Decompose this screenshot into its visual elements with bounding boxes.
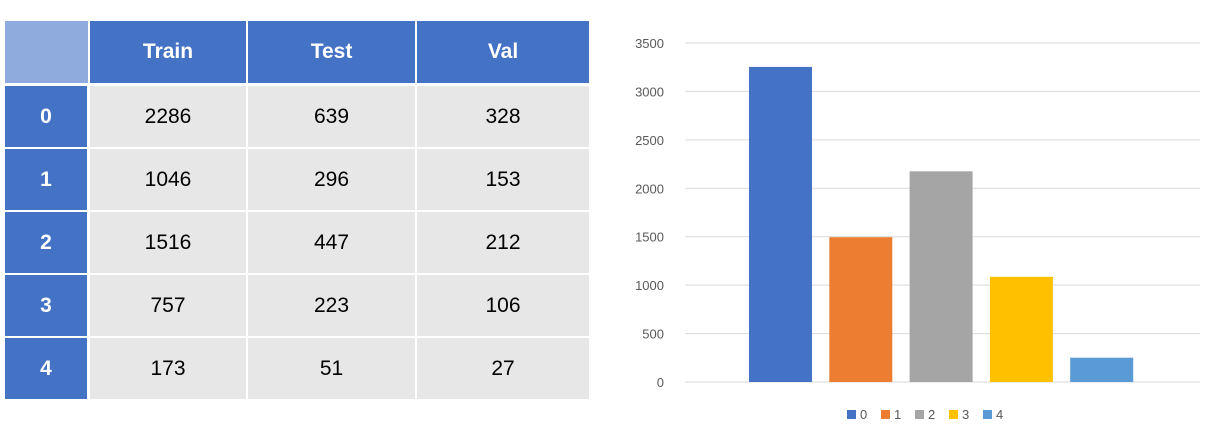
cell-val: 212 xyxy=(417,212,589,275)
y-axis-ticks: 0 500 1000 1500 2000 2500 3000 3500 xyxy=(635,36,664,390)
chart-bars xyxy=(749,66,1134,383)
table-row: 0 2286 639 328 xyxy=(5,86,589,149)
column-header-test: Test xyxy=(248,21,417,86)
row-label: 1 xyxy=(5,149,90,212)
bar-0 xyxy=(749,66,812,383)
column-header-train: Train xyxy=(90,21,248,86)
cell-test: 223 xyxy=(248,275,417,338)
cell-val: 106 xyxy=(417,275,589,338)
cell-test: 639 xyxy=(248,86,417,149)
legend-swatch-1 xyxy=(881,410,890,419)
legend-label-4: 4 xyxy=(996,407,1003,422)
legend-label-1: 1 xyxy=(894,407,901,422)
bar-4 xyxy=(1070,357,1134,382)
cell-train: 1046 xyxy=(90,149,248,212)
bar-2 xyxy=(909,171,973,382)
column-header-val: Val xyxy=(417,21,589,86)
y-tick-label: 2500 xyxy=(635,133,664,148)
cell-test: 447 xyxy=(248,212,417,275)
class-count-bar-chart: 0 500 1000 1500 2000 2500 3000 3500 0 1 2 3 4 xyxy=(635,36,1200,422)
table-row: 2 1516 447 212 xyxy=(5,212,589,275)
bar-3 xyxy=(989,276,1053,382)
y-tick-label: 2000 xyxy=(635,181,664,196)
table-row: 1 1046 296 153 xyxy=(5,149,589,212)
row-label: 3 xyxy=(5,275,90,338)
y-tick-label: 3500 xyxy=(635,36,664,51)
bar-1 xyxy=(829,237,893,382)
table-corner-cell xyxy=(5,21,90,86)
cell-val: 153 xyxy=(417,149,589,212)
y-tick-label: 0 xyxy=(657,375,664,390)
cell-val: 328 xyxy=(417,86,589,149)
cell-test: 296 xyxy=(248,149,417,212)
legend-swatch-4 xyxy=(983,410,992,419)
legend-label-3: 3 xyxy=(962,407,969,422)
y-tick-label: 3000 xyxy=(635,84,664,99)
table-row: 4 173 51 27 xyxy=(5,338,589,399)
table-header-row: Train Test Val xyxy=(5,21,589,86)
class-split-table: Train Test Val 0 2286 639 328 1 1046 296… xyxy=(5,21,589,399)
chart-legend: 0 1 2 3 4 xyxy=(847,407,1003,422)
cell-train: 757 xyxy=(90,275,248,338)
row-label: 4 xyxy=(5,338,90,399)
row-label: 2 xyxy=(5,212,90,275)
cell-train: 2286 xyxy=(90,86,248,149)
legend-label-2: 2 xyxy=(928,407,935,422)
legend-swatch-2 xyxy=(915,410,924,419)
y-tick-label: 1000 xyxy=(635,278,664,293)
cell-test: 51 xyxy=(248,338,417,399)
y-tick-label: 1500 xyxy=(635,230,664,245)
y-tick-label: 500 xyxy=(642,327,664,342)
table-row: 3 757 223 106 xyxy=(5,275,589,338)
cell-val: 27 xyxy=(417,338,589,399)
row-label: 0 xyxy=(5,86,90,149)
legend-label-0: 0 xyxy=(860,407,867,422)
cell-train: 1516 xyxy=(90,212,248,275)
cell-train: 173 xyxy=(90,338,248,399)
legend-swatch-3 xyxy=(949,410,958,419)
legend-swatch-0 xyxy=(847,410,856,419)
